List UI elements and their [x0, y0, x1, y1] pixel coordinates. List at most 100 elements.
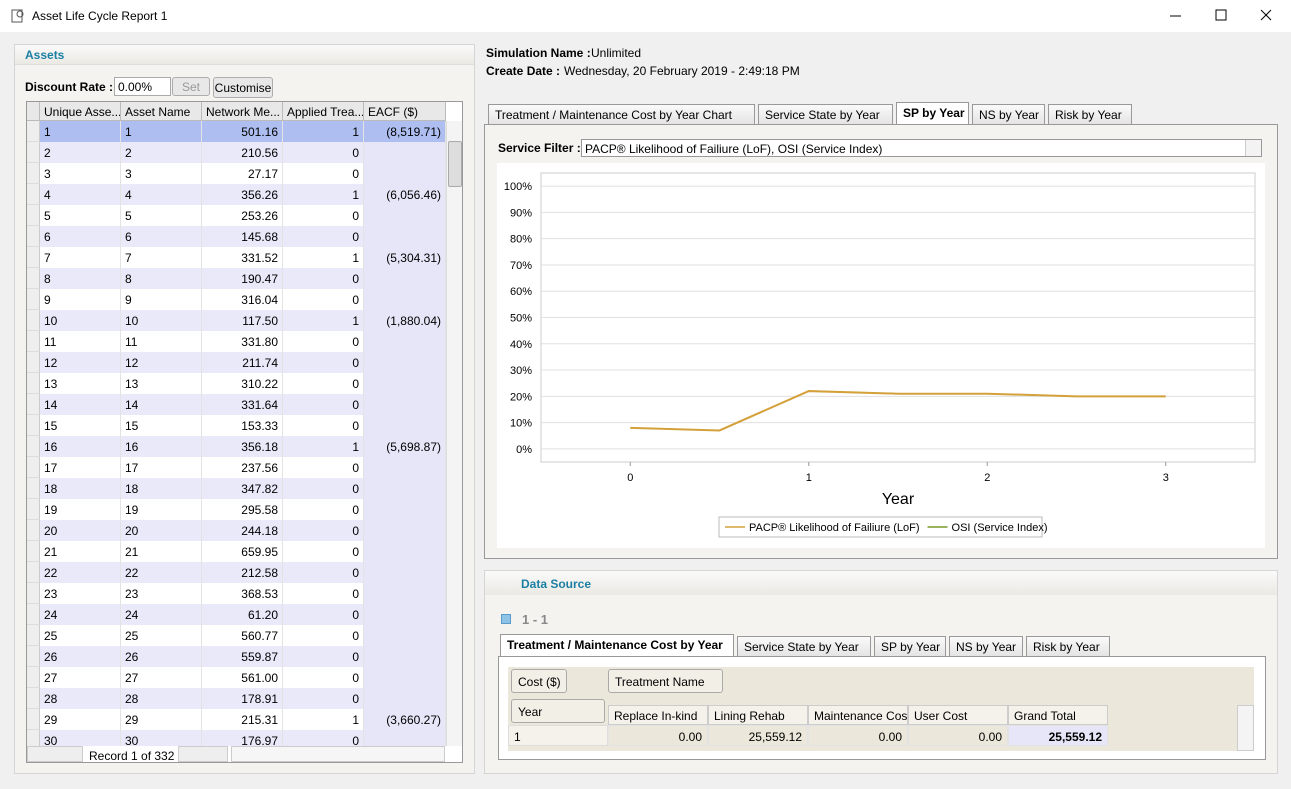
grid-row[interactable]: 24 24 61.20 0 [27, 604, 446, 625]
window-controls[interactable] [1160, 6, 1280, 26]
grid-row[interactable]: 29 29 215.31 1 (3,660.27) [27, 709, 446, 730]
tab[interactable]: NS by Year [949, 636, 1023, 656]
grid-row[interactable]: 21 21 659.95 0 [27, 541, 446, 562]
grid-cell: 19 [40, 499, 121, 520]
set-button[interactable]: Set [172, 77, 210, 96]
pager-next[interactable] [178, 746, 228, 762]
discount-rate-label: Discount Rate : [25, 80, 114, 94]
grid-row[interactable]: 20 20 244.18 0 [27, 520, 446, 541]
column-header[interactable]: EACF ($) [364, 102, 446, 121]
grid-cell: 0 [283, 226, 364, 247]
group-label: 1 - 1 [522, 612, 549, 627]
grid-row[interactable]: 5 5 253.26 0 [27, 205, 446, 226]
tab[interactable]: SP by Year [874, 636, 946, 656]
grid-row[interactable]: 13 13 310.22 0 [27, 373, 446, 394]
grid-row[interactable]: 15 15 153.33 0 [27, 415, 446, 436]
service-filter-select[interactable]: PACP® Likelihood of Failiure (LoF), OSI … [581, 139, 1262, 157]
grid-cell: 0 [283, 205, 364, 226]
tab[interactable]: NS by Year [972, 104, 1045, 124]
grid-row[interactable]: 10 10 117.50 1 (1,880.04) [27, 310, 446, 331]
tab[interactable]: Treatment / Maintenance Cost by Year Cha… [488, 104, 755, 124]
tab[interactable]: Treatment / Maintenance Cost by Year [500, 634, 734, 656]
grid-row[interactable]: 18 18 347.82 0 [27, 478, 446, 499]
grid-row[interactable]: 1 1 501.16 1 (8,519.71) [27, 121, 446, 142]
select-arrow[interactable] [1245, 140, 1261, 156]
grid-cell: 7 [121, 247, 202, 268]
grid-row[interactable]: 23 23 368.53 0 [27, 583, 446, 604]
grid-cell [364, 625, 446, 646]
grid-row[interactable]: 27 27 561.00 0 [27, 667, 446, 688]
column-field[interactable]: Treatment Name [608, 669, 723, 693]
grid-row[interactable]: 22 22 212.58 0 [27, 562, 446, 583]
grid-row[interactable]: 3 3 27.17 0 [27, 163, 446, 184]
tab[interactable]: SP by Year [896, 102, 969, 124]
pivot-scroll[interactable] [1237, 705, 1254, 751]
tab[interactable]: Risk by Year [1048, 104, 1132, 124]
row-indicator [27, 667, 40, 688]
pivot-column-header[interactable]: User Cost [908, 705, 1008, 725]
grid-row[interactable]: 4 4 356.26 1 (6,056.46) [27, 184, 446, 205]
column-header[interactable]: Network Me... [202, 102, 283, 121]
grid-cell: 4 [121, 184, 202, 205]
grid-row[interactable]: 11 11 331.80 0 [27, 331, 446, 352]
row-indicator [27, 730, 40, 746]
column-header[interactable]: Asset Name [121, 102, 202, 121]
grid-row[interactable]: 8 8 190.47 0 [27, 268, 446, 289]
grid-cell: 1 [121, 121, 202, 142]
column-header[interactable]: Applied Trea... [283, 102, 364, 121]
grid-row[interactable]: 7 7 331.52 1 (5,304.31) [27, 247, 446, 268]
grid-cell: 3 [121, 163, 202, 184]
grid-row[interactable]: 30 30 176.97 0 [27, 730, 446, 746]
grid-scroll-thumb[interactable] [448, 141, 462, 187]
grid-row[interactable]: 17 17 237.56 0 [27, 457, 446, 478]
grid-row[interactable]: 19 19 295.58 0 [27, 499, 446, 520]
legend [718, 516, 1043, 538]
customise-button[interactable]: Customise [213, 77, 273, 98]
tab[interactable]: Service State by Year [737, 636, 871, 656]
pivot-column-header[interactable]: Grand Total [1008, 705, 1108, 725]
tab[interactable]: Service State by Year [758, 104, 893, 124]
row-indicator [27, 415, 40, 436]
row-field[interactable]: Year [511, 699, 605, 723]
grid-cell [364, 667, 446, 688]
grid-row[interactable]: 2 2 210.56 0 [27, 142, 446, 163]
data-field[interactable]: Cost ($) [511, 669, 567, 693]
discount-rate-input[interactable]: 0.00% [114, 77, 171, 96]
column-header[interactable]: Unique Asse... [40, 102, 121, 121]
grid-row[interactable]: 12 12 211.74 0 [27, 352, 446, 373]
grid-row[interactable]: 6 6 145.68 0 [27, 226, 446, 247]
grid-cell [364, 373, 446, 394]
grid-cell: 0 [283, 688, 364, 709]
row-indicator [27, 289, 40, 310]
grid-cell: 0 [283, 730, 364, 746]
pager-hscroll[interactable] [231, 746, 445, 762]
pivot-column-header[interactable]: Replace In-kind [608, 705, 708, 725]
pager[interactable] [27, 746, 83, 762]
grid-cell: 16 [40, 436, 121, 457]
grid-cell: 22 [40, 562, 121, 583]
grid-row[interactable]: 28 28 178.91 0 [27, 688, 446, 709]
grid-row[interactable]: 16 16 356.18 1 (5,698.87) [27, 436, 446, 457]
grid-cell: 0 [283, 604, 364, 625]
grid-row[interactable]: 14 14 331.64 0 [27, 394, 446, 415]
grid-body: 1 1 501.16 1 (8,519.71) 2 2 210.56 0 3 3 27.17 0 4 4 35… [27, 121, 446, 746]
grid-vscroll[interactable] [446, 121, 462, 746]
tab[interactable]: Risk by Year [1026, 636, 1110, 656]
pivot-column-header[interactable]: Maintenance Cost [808, 705, 908, 725]
grid-cell: 61.20 [202, 604, 283, 625]
row-indicator [27, 583, 40, 604]
grid-cell: 11 [40, 331, 121, 352]
row-indicator [27, 688, 40, 709]
grid-row[interactable]: 25 25 560.77 0 [27, 625, 446, 646]
grid-row[interactable]: 26 26 559.87 0 [27, 646, 446, 667]
row-indicator [27, 457, 40, 478]
grid-cell [364, 499, 446, 520]
y-tick-label: 90% [510, 207, 532, 219]
grid-cell: 0 [283, 268, 364, 289]
pivot-row-header[interactable]: 1 [508, 725, 608, 746]
grid-cell: 0 [283, 457, 364, 478]
x-tick-label: 3 [1163, 472, 1169, 484]
y-tick-label: 10% [510, 418, 532, 430]
grid-row[interactable]: 9 9 316.04 0 [27, 289, 446, 310]
pivot-column-header[interactable]: Lining Rehab [708, 705, 808, 725]
